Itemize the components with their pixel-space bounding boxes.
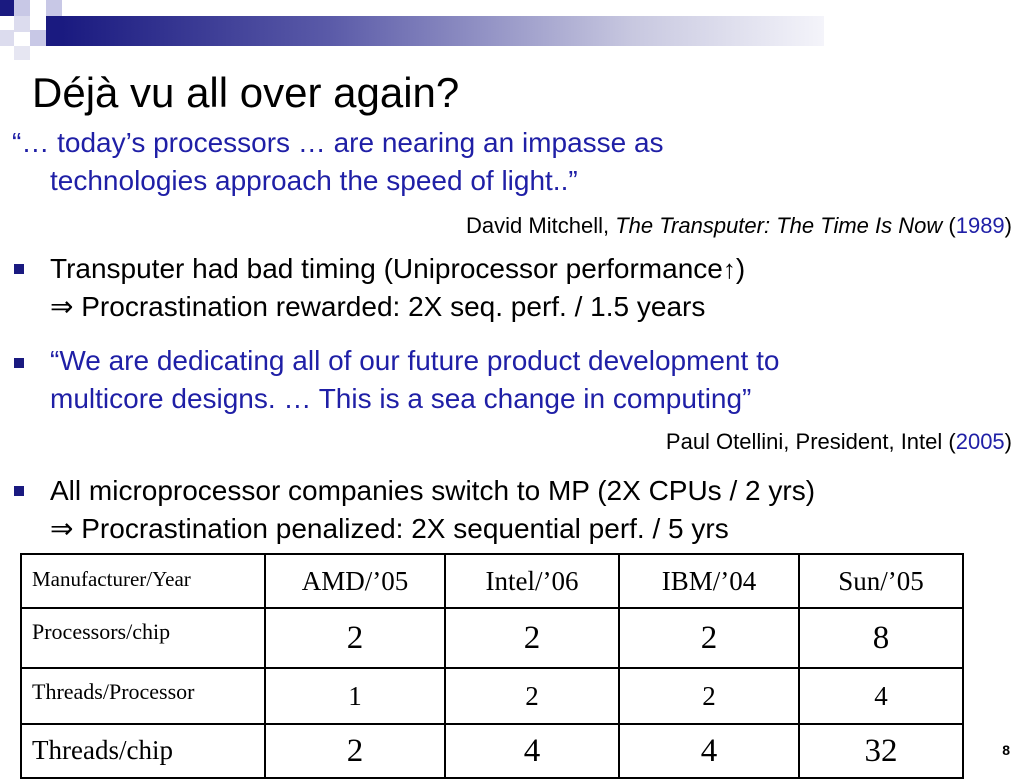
table-cell: 2: [444, 667, 620, 725]
header-gradient-bar: [62, 16, 824, 46]
header-square: [46, 0, 62, 16]
bullet-line: Procrastination rewarded: 2X seq. perf. …: [73, 291, 706, 322]
table-cell: 2: [444, 607, 620, 669]
table-header-cell: Intel/’06: [444, 553, 620, 609]
quote-line: technologies approach the speed of light…: [50, 165, 578, 196]
table-row-label: Threads/chip: [20, 723, 266, 779]
bullet-text: “We are dedicating all of our future pro…: [50, 345, 780, 376]
bullet-text: multicore designs. … This is a sea chang…: [50, 383, 752, 414]
bullet-line: Transputer had bad timing (Uniprocessor …: [50, 253, 723, 284]
table-cell: 1: [264, 667, 446, 725]
table-header-cell: Manufacturer/Year: [20, 553, 266, 609]
attribution-author: Paul Otellini, President, Intel (: [665, 429, 956, 454]
bullet-line: Procrastination penalized: 2X sequential…: [73, 513, 729, 544]
header-square: [0, 0, 14, 16]
bullet-text: All microprocessor companies switch to M…: [50, 475, 816, 506]
bullet-square-icon: [14, 486, 24, 496]
quote-attribution-otellini: Paul Otellini, President, Intel (2005): [666, 428, 1012, 456]
attribution-year: 1989: [955, 213, 1005, 238]
bullet-otellini-quote: “We are dedicating all of our future pro…: [14, 342, 1014, 418]
attribution-paren: ): [1004, 213, 1012, 238]
table-cell: 2: [618, 667, 800, 725]
table-cell: 2: [264, 723, 446, 779]
table-header-cell: AMD/’05: [264, 553, 446, 609]
quote-line: “… today’s processors … are nearing an i…: [12, 127, 664, 158]
table-cell: 32: [798, 723, 964, 779]
header-square: [14, 16, 30, 32]
table-cell: 8: [798, 607, 964, 669]
table-row-label: Processors/chip: [20, 607, 266, 669]
slide-title: Déjà vu all over again?: [32, 69, 460, 116]
table-cell: 4: [798, 667, 964, 725]
attribution-paren: (: [942, 213, 956, 238]
page-number: 8: [1002, 742, 1010, 758]
bullet-subline: ⇒ Procrastination rewarded: 2X seq. perf…: [14, 288, 1014, 326]
bullet-transputer: Transputer had bad timing (Uniprocessor …: [14, 250, 1014, 326]
table-row-label: Threads/Processor: [20, 667, 266, 725]
header-square: [0, 30, 14, 46]
table-cell: 4: [444, 723, 620, 779]
quote-mitchell: “… today’s processors … are nearing an i…: [12, 124, 912, 200]
header-square: [46, 16, 62, 46]
header-square: [14, 0, 30, 16]
table-header-cell: IBM/’04: [618, 553, 800, 609]
bullet-line: ): [735, 253, 746, 284]
header-square: [14, 46, 30, 60]
table-header-row: Manufacturer/Year AMD/’05 Intel/’06 IBM/…: [20, 553, 964, 609]
table-row: Threads/Processor 1 2 2 4: [20, 667, 964, 725]
table-cell: 2: [618, 607, 800, 669]
table-row: Threads/chip 2 4 4 32: [20, 723, 964, 779]
table-cell: 4: [618, 723, 800, 779]
attribution-year: 2005: [955, 429, 1005, 454]
bullet-mp-switch: All microprocessor companies switch to M…: [14, 472, 1014, 548]
table-header-cell: Sun/’05: [798, 553, 964, 609]
attribution-work: The Transputer: The Time Is Now: [615, 213, 943, 238]
attribution-paren: ): [1004, 429, 1012, 454]
header-square: [30, 30, 46, 46]
quote-attribution-mitchell: David Mitchell, The Transputer: The Time…: [466, 212, 1012, 240]
bullet-square-icon: [14, 264, 24, 274]
up-arrow-icon: ↑: [722, 254, 736, 284]
implies-arrow-icon: ⇒: [50, 513, 74, 544]
bullet-square-icon: [14, 358, 24, 368]
table-cell: 2: [264, 607, 446, 669]
multicore-table: Manufacturer/Year AMD/’05 Intel/’06 IBM/…: [20, 553, 964, 779]
bullet-text: Transputer had bad timing (Uniprocessor …: [14, 250, 1014, 288]
table-row: Processors/chip 2 2 2 8: [20, 607, 964, 669]
implies-arrow-icon: ⇒: [50, 291, 74, 322]
bullet-subline: ⇒ Procrastination penalized: 2X sequenti…: [14, 510, 1014, 548]
attribution-author: David Mitchell,: [466, 213, 616, 238]
